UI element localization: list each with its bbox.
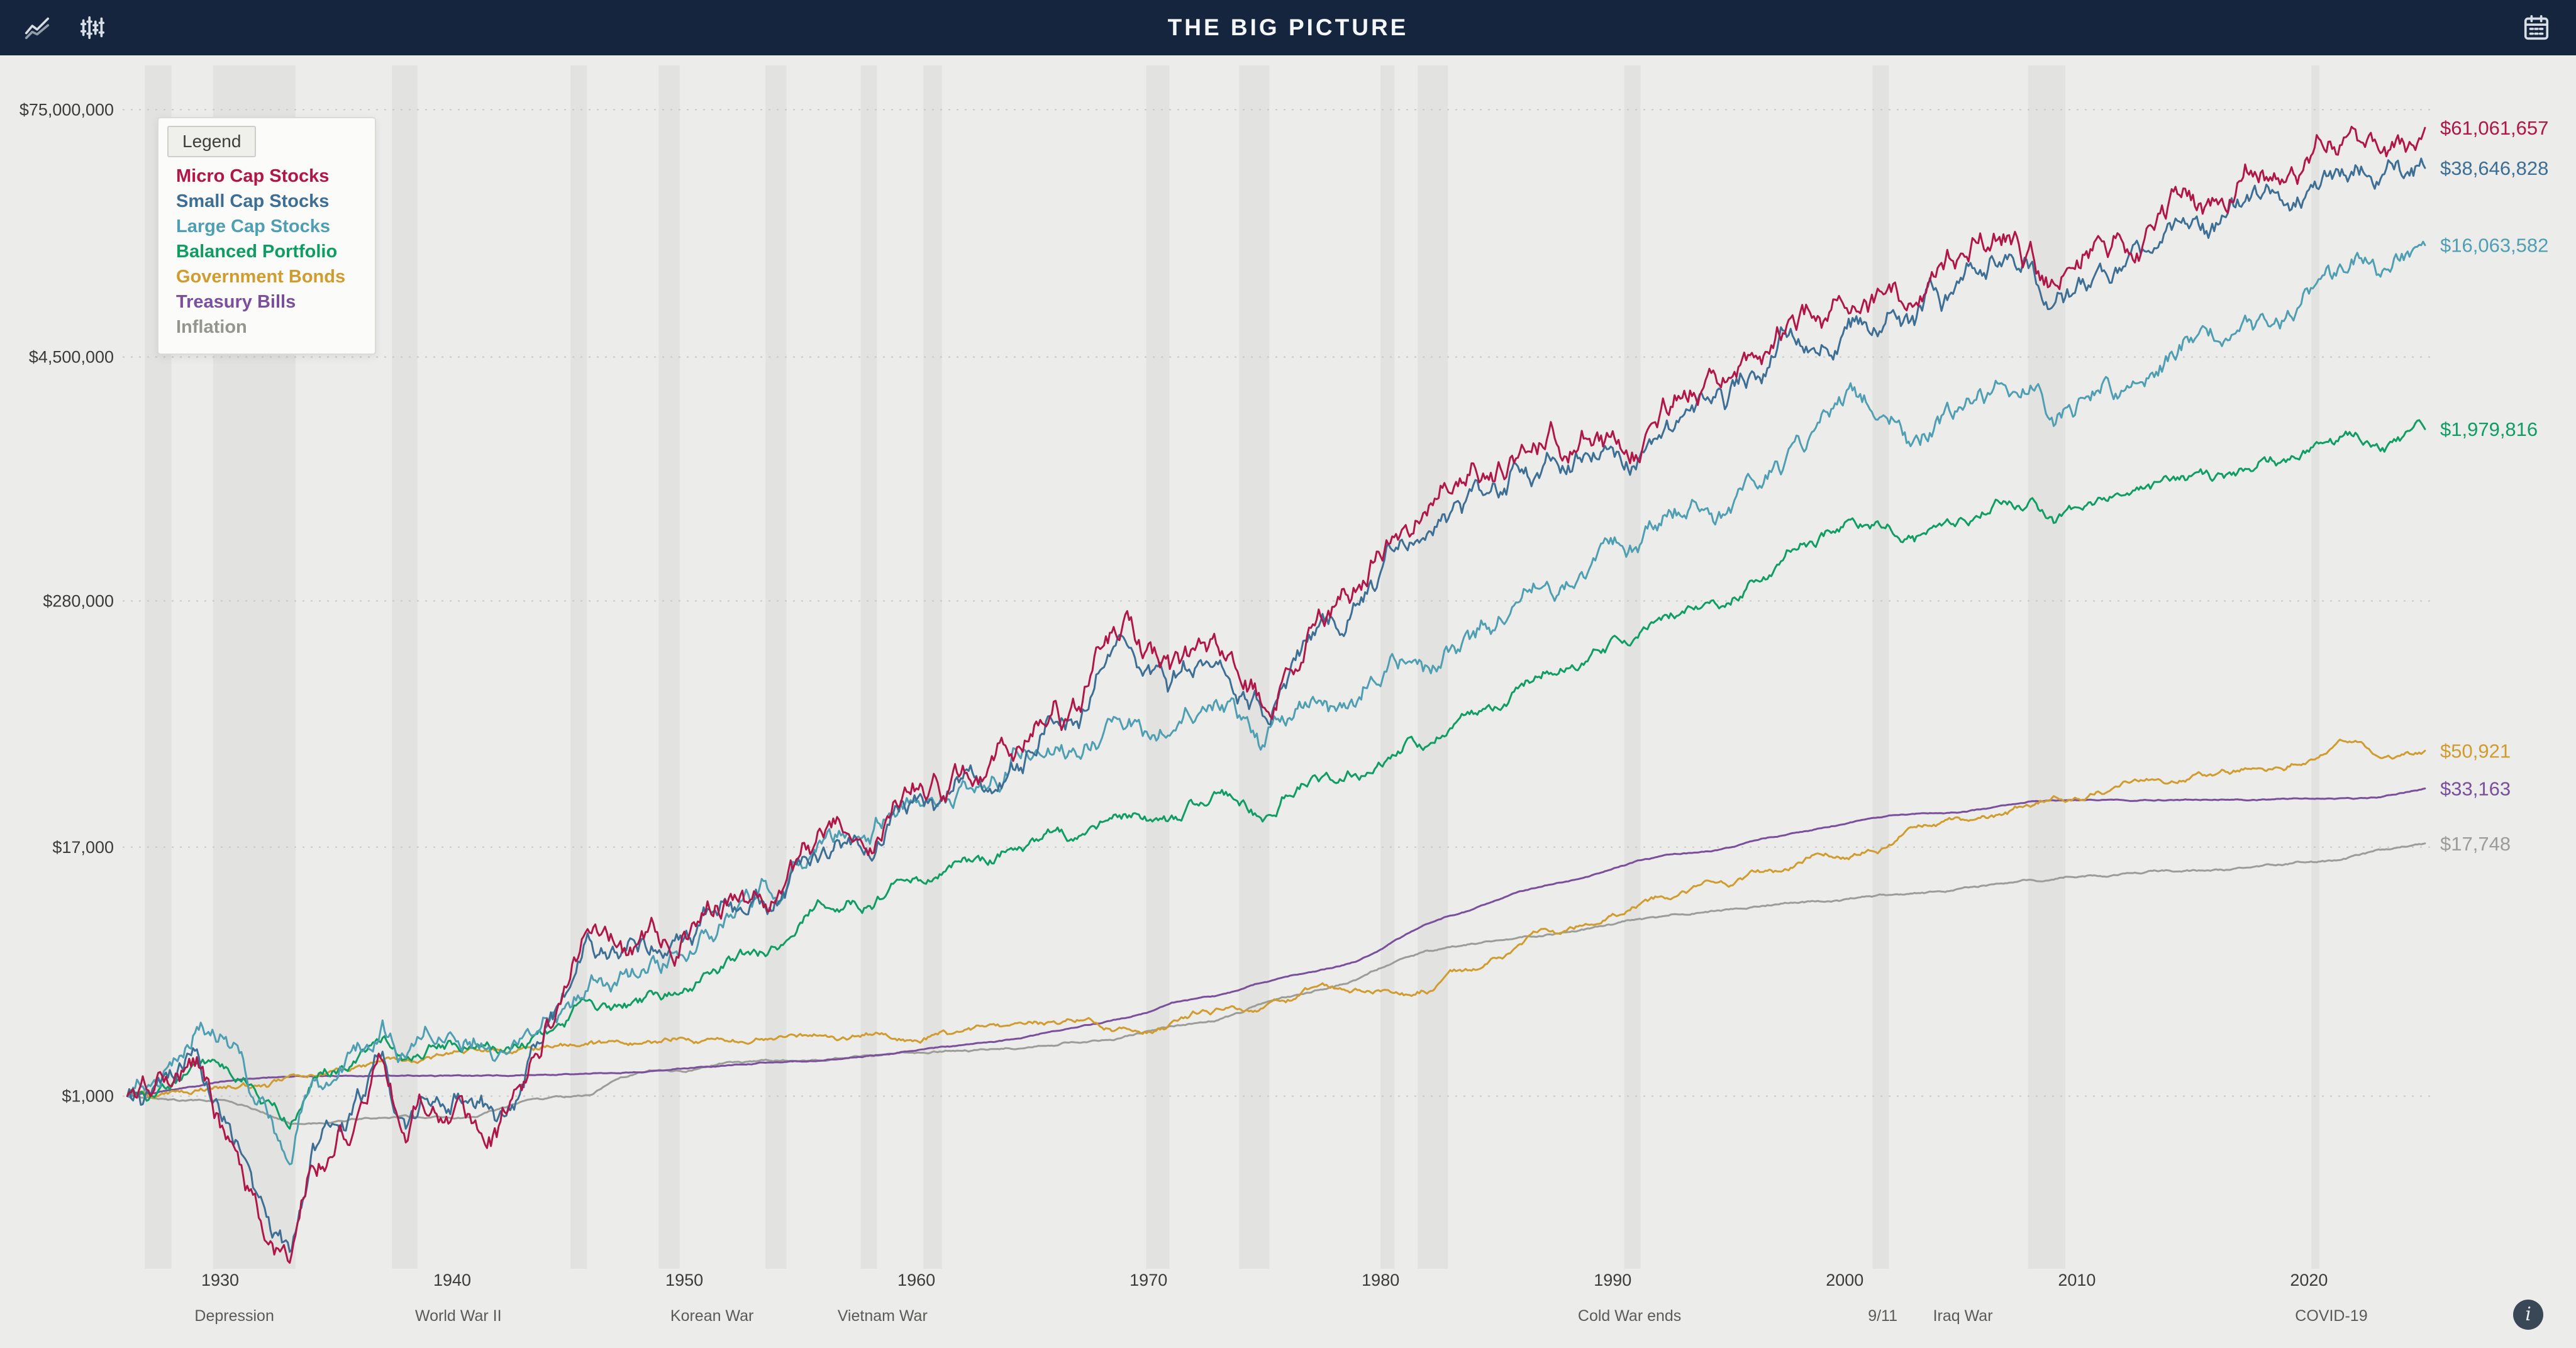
- series-line-inflation[interactable]: [126, 842, 2426, 1125]
- info-icon[interactable]: i: [2513, 1300, 2543, 1330]
- recession-band: [1624, 65, 1641, 1269]
- x-axis-label: 1970: [1130, 1271, 1167, 1290]
- end-label-small-cap-stocks: $38,646,828: [2440, 157, 2548, 179]
- line-chart-button[interactable]: [19, 9, 55, 46]
- chart-area: $75,000,000 $4,500,000 $280,000 $17,000 $1,0…: [0, 55, 2576, 1348]
- legend-item[interactable]: Inflation: [176, 317, 247, 337]
- line-chart-icon: [25, 17, 50, 40]
- end-label-treasury-bills: $33,163: [2440, 778, 2511, 800]
- x-axis-label: 1990: [1594, 1271, 1631, 1290]
- x-axis-label: 2020: [2290, 1271, 2328, 1290]
- y-axis-label: $17,000: [52, 838, 114, 857]
- recession-band: [765, 65, 787, 1269]
- legend-item[interactable]: Balanced Portfolio: [176, 242, 338, 262]
- recession-band: [658, 65, 680, 1269]
- header-left-icons: [19, 9, 111, 46]
- event-label: Cold War ends: [1578, 1307, 1681, 1325]
- recession-band: [2311, 65, 2319, 1269]
- recession-band: [392, 65, 418, 1269]
- series-line-micro-cap-stocks[interactable]: [126, 125, 2426, 1264]
- x-axis-label: 2010: [2058, 1271, 2096, 1290]
- end-label-micro-cap-stocks: $61,061,657: [2440, 117, 2548, 139]
- series-line-large-cap-stocks[interactable]: [126, 240, 2426, 1166]
- event-label: Depression: [194, 1307, 274, 1325]
- event-label: World War II: [415, 1307, 502, 1325]
- legend-list: Micro Cap Stocks Small Cap Stocks Large Ca…: [158, 164, 375, 340]
- y-axis-label: $4,500,000: [29, 348, 114, 367]
- header-right-icons: [2518, 9, 2555, 46]
- candlestick-chart-button[interactable]: [74, 9, 111, 46]
- x-axis-label: 1960: [897, 1271, 935, 1290]
- page-title: THE BIG PICTURE: [1167, 14, 1409, 40]
- candlestick-chart-icon: [80, 16, 105, 40]
- series-line-government-bonds[interactable]: [126, 738, 2426, 1100]
- recession-band: [570, 65, 587, 1269]
- event-label: COVID-19: [2295, 1307, 2367, 1325]
- x-axis-label: 1930: [201, 1271, 239, 1290]
- recession-band: [1239, 65, 1270, 1269]
- end-label-large-cap-stocks: $16,063,582: [2440, 235, 2548, 257]
- end-label-inflation: $17,748: [2440, 833, 2511, 855]
- end-label-government-bonds: $50,921: [2440, 740, 2511, 762]
- y-axis-label: $1,000: [62, 1087, 114, 1106]
- y-axis-label: $280,000: [43, 591, 114, 610]
- growth-chart[interactable]: $75,000,000 $4,500,000 $280,000 $17,000 $1,0…: [0, 55, 2576, 1348]
- x-axis-label: 1940: [433, 1271, 471, 1290]
- legend-panel: Legend Micro Cap Stocks Small Cap Stocks L…: [157, 117, 376, 355]
- series-line-balanced-portfolio[interactable]: [126, 419, 2426, 1130]
- event-label: 9/11: [1868, 1307, 1897, 1325]
- legend-item[interactable]: Treasury Bills: [176, 292, 296, 312]
- y-axis-label: $75,000,000: [19, 100, 114, 119]
- recession-band: [1872, 65, 1889, 1269]
- legend-item[interactable]: Large Cap Stocks: [176, 216, 330, 237]
- event-label: Iraq War: [1933, 1307, 1993, 1325]
- series-line-treasury-bills[interactable]: [126, 788, 2426, 1098]
- x-axis-label: 1950: [665, 1271, 703, 1290]
- calendar-button[interactable]: [2518, 9, 2555, 46]
- recession-band: [923, 65, 942, 1269]
- header: THE BIG PICTURE: [0, 0, 2576, 55]
- legend-item[interactable]: Small Cap Stocks: [176, 191, 330, 211]
- legend-item[interactable]: Micro Cap Stocks: [176, 166, 330, 186]
- series-line-small-cap-stocks[interactable]: [126, 157, 2426, 1253]
- recession-band: [860, 65, 877, 1269]
- legend-title: Legend: [167, 126, 257, 157]
- calendar-icon: [2524, 14, 2549, 40]
- event-label: Korean War: [670, 1307, 753, 1325]
- end-label-balanced-portfolio: $1,979,816: [2440, 418, 2538, 440]
- x-axis-label: 2000: [1826, 1271, 1863, 1290]
- recession-band: [2028, 65, 2065, 1269]
- x-axis-label: 1980: [1362, 1271, 1399, 1290]
- legend-item[interactable]: Government Bonds: [176, 267, 346, 287]
- event-label: Vietnam War: [838, 1307, 928, 1325]
